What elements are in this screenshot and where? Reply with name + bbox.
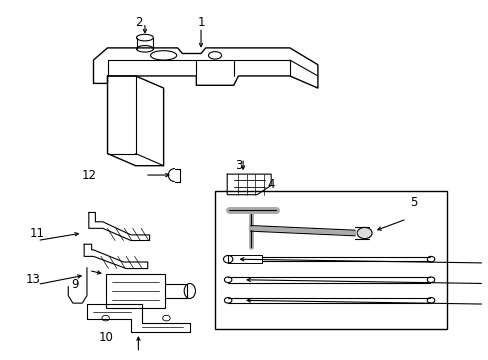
Text: 12: 12 bbox=[81, 168, 96, 181]
Text: 2: 2 bbox=[134, 16, 142, 29]
Text: 5: 5 bbox=[409, 196, 417, 209]
Bar bbox=[215, 191, 446, 329]
Bar bbox=[105, 274, 165, 308]
Text: 9: 9 bbox=[71, 278, 79, 291]
Text: 13: 13 bbox=[25, 273, 40, 286]
Text: 10: 10 bbox=[98, 331, 113, 344]
Text: 3: 3 bbox=[234, 159, 242, 172]
Ellipse shape bbox=[356, 228, 371, 239]
Text: 4: 4 bbox=[267, 178, 274, 191]
Text: 1: 1 bbox=[197, 16, 204, 29]
Text: 11: 11 bbox=[30, 226, 45, 239]
